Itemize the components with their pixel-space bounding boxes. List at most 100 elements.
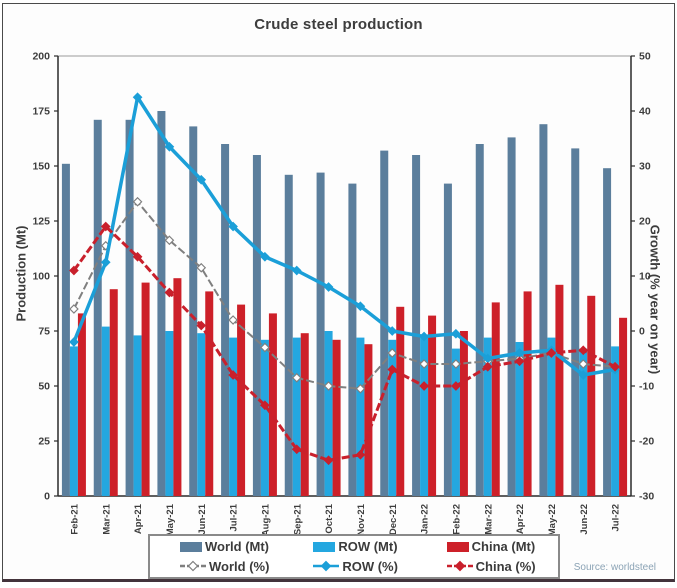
marker-china- — [578, 345, 589, 356]
legend-label: World (%) — [209, 558, 270, 574]
bar-world-mt- — [125, 119, 134, 497]
bar-row-mt- — [356, 337, 365, 496]
bar-world-mt- — [507, 137, 516, 496]
marker-world- — [291, 372, 302, 383]
bar-china-mt- — [396, 306, 405, 496]
left-axis-tick-label: 150 — [32, 161, 50, 173]
bar-world-mt- — [93, 119, 102, 497]
marker-world- — [196, 262, 207, 273]
bar-world-mt- — [571, 148, 580, 496]
bar-world-mt- — [443, 183, 452, 496]
legend-item-china-pct: China (%) — [421, 559, 554, 574]
china-mt-swatch — [446, 541, 469, 552]
marker-china- — [610, 361, 620, 372]
bar-row-mt- — [451, 348, 460, 496]
marker-row- — [196, 174, 207, 185]
bar-row-mt- — [579, 348, 588, 496]
marker-row- — [578, 370, 589, 380]
line-world- — [73, 200, 616, 390]
x-tick-label: May-21 — [165, 503, 176, 536]
right-axis-title: Growth (% year on year) — [647, 224, 663, 375]
world-pct-line-marker-icon — [180, 560, 206, 572]
marker-china- — [228, 370, 238, 380]
bar-china-mt- — [268, 313, 277, 496]
bar-china-mt- — [459, 331, 468, 496]
right-axis-tick-label: 10 — [639, 271, 651, 283]
marker-china- — [355, 449, 366, 460]
left-axis-tick-label: 50 — [38, 381, 50, 393]
marker-world- — [260, 342, 270, 353]
bar-china-mt- — [523, 291, 532, 496]
legend-label: World (Mt) — [205, 539, 270, 555]
x-tick-label: Dec-21 — [388, 503, 399, 535]
legend: World (Mt) ROW (Mt) China (Mt) World (%)… — [148, 534, 560, 579]
bar-row-mt- — [547, 337, 556, 496]
bar-china-mt- — [587, 295, 596, 496]
left-axis-tick-label: 125 — [32, 216, 50, 228]
left-axis-title: Production (Mt) — [13, 225, 29, 322]
bar-china-mt- — [555, 284, 564, 496]
bar-world-mt- — [348, 183, 357, 496]
bar-row-mt- — [483, 337, 492, 496]
bar-row-mt- — [101, 326, 110, 496]
marker-china- — [100, 221, 111, 232]
bar-china-mt- — [77, 313, 86, 496]
marker-row- — [69, 337, 79, 347]
left-axis-tick-label: 175 — [32, 106, 50, 118]
x-tick-label: May-22 — [547, 504, 558, 536]
marker-china- — [514, 356, 525, 367]
marker-row- — [100, 257, 111, 268]
row-pct-line-marker-icon — [313, 560, 340, 572]
x-tick-label: Oct-21 — [324, 503, 335, 533]
bar-china-mt- — [109, 289, 118, 496]
marker-china- — [419, 381, 429, 391]
legend-item-row-mt: ROW (Mt) — [287, 539, 420, 554]
bar-row-mt- — [69, 346, 78, 496]
bar-china-mt- — [141, 282, 150, 496]
marker-world- — [69, 304, 79, 314]
bar-china-mt- — [332, 339, 341, 496]
marker-world- — [355, 383, 366, 394]
x-tick-label: Apr-21 — [133, 503, 144, 534]
bar-china-mt- — [237, 304, 246, 496]
bar-world-mt- — [603, 168, 612, 496]
marker-row- — [164, 141, 175, 152]
left-axis-tick-label: 0 — [44, 491, 50, 503]
x-tick-label: Jul-22 — [611, 504, 622, 531]
marker-china- — [451, 381, 461, 391]
bar-china-mt- — [619, 317, 628, 496]
legend-item-world-pct: World (%) — [154, 559, 287, 574]
right-axis-tick-label: -20 — [639, 436, 654, 448]
marker-china- — [69, 265, 79, 276]
marker-world- — [164, 235, 175, 246]
marker-world- — [419, 359, 429, 369]
right-axis-tick-label: 50 — [639, 51, 651, 63]
bar-row-mt- — [611, 346, 620, 496]
bar-china-mt- — [364, 344, 373, 496]
marker-row- — [387, 326, 398, 336]
right-axis-tick-label: 0 — [639, 326, 645, 338]
bar-row-mt- — [292, 337, 301, 496]
x-tick-label: Jan-22 — [420, 504, 431, 534]
legend-label: China (Mt) — [471, 539, 536, 555]
chart-title: Crude steel production — [254, 16, 423, 33]
bar-world-mt- — [412, 155, 421, 496]
row-mt-swatch — [313, 541, 336, 552]
x-tick-label: Jul-21 — [229, 503, 240, 531]
x-tick-label: Nov-21 — [356, 503, 367, 535]
marker-china- — [387, 364, 398, 375]
bar-world-mt- — [539, 124, 548, 496]
left-axis-tick-label: 25 — [38, 436, 50, 448]
x-tick-label: Feb-22 — [451, 504, 462, 535]
x-tick-label: Mar-21 — [101, 503, 112, 534]
marker-world- — [132, 196, 143, 207]
marker-china- — [323, 455, 334, 466]
right-axis-tick-label: -10 — [639, 381, 654, 393]
bar-row-mt- — [229, 337, 238, 496]
bar-world-mt- — [284, 174, 293, 497]
legend-label: ROW (Mt) — [338, 539, 398, 555]
x-tick-label: Jun-22 — [579, 504, 590, 535]
left-axis-tick-label: 100 — [32, 271, 50, 283]
marker-row- — [228, 221, 238, 232]
chart-figure: Crude steel production Production (Mt) G… — [2, 3, 675, 582]
